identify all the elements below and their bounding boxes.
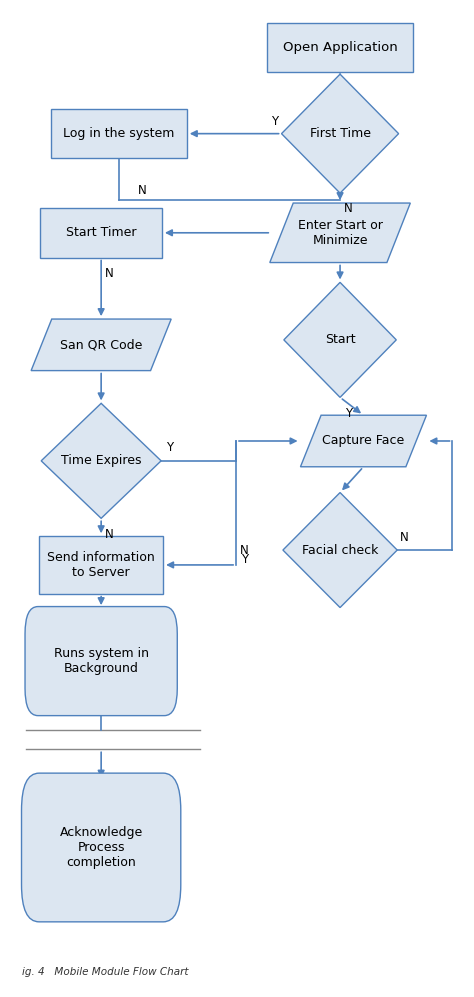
Text: Y: Y [241, 553, 248, 566]
Text: Y: Y [166, 442, 173, 455]
Polygon shape [282, 74, 399, 193]
Text: Acknowledge
Process
completion: Acknowledge Process completion [60, 826, 143, 869]
FancyBboxPatch shape [39, 536, 163, 593]
Text: Y: Y [345, 407, 352, 420]
Polygon shape [41, 404, 161, 518]
Text: Capture Face: Capture Face [322, 435, 405, 448]
Text: Runs system in
Background: Runs system in Background [54, 647, 149, 675]
Text: First Time: First Time [310, 128, 371, 141]
Polygon shape [283, 493, 397, 607]
Text: Log in the system: Log in the system [63, 128, 174, 141]
Text: Start Timer: Start Timer [66, 226, 137, 239]
Text: Send information
to Server: Send information to Server [47, 551, 155, 579]
Text: Time Expires: Time Expires [61, 455, 141, 468]
Polygon shape [301, 415, 427, 467]
Text: Start: Start [325, 333, 356, 346]
FancyBboxPatch shape [51, 109, 187, 159]
Text: Facial check: Facial check [302, 543, 378, 556]
FancyBboxPatch shape [21, 773, 181, 922]
Text: ig. 4   Mobile Module Flow Chart: ig. 4 Mobile Module Flow Chart [21, 967, 188, 977]
Text: N: N [240, 543, 249, 556]
Polygon shape [270, 203, 410, 262]
Text: Enter Start or
Minimize: Enter Start or Minimize [298, 218, 383, 247]
Text: N: N [344, 202, 353, 215]
Polygon shape [31, 319, 171, 371]
FancyBboxPatch shape [25, 606, 177, 716]
Text: N: N [400, 530, 409, 543]
Text: N: N [105, 527, 114, 540]
Text: Y: Y [271, 116, 278, 129]
FancyBboxPatch shape [267, 23, 413, 72]
Text: N: N [138, 183, 147, 196]
Text: Open Application: Open Application [283, 41, 397, 54]
FancyBboxPatch shape [40, 208, 162, 257]
Polygon shape [284, 282, 396, 398]
Text: N: N [105, 267, 114, 280]
Text: San QR Code: San QR Code [60, 338, 142, 351]
